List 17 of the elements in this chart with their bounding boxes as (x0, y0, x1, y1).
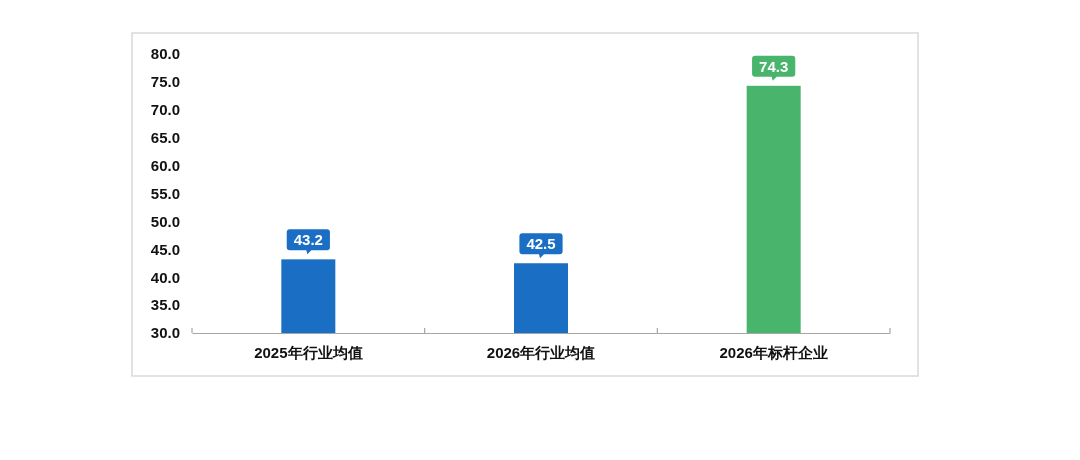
y-tick-label: 30.0 (150, 324, 180, 342)
y-tick-label: 45.0 (150, 240, 180, 258)
x-tick-label: 2026年标杆企业 (719, 343, 828, 361)
y-tick-label: 55.0 (150, 184, 180, 202)
y-tick-label: 50.0 (150, 212, 180, 230)
x-tick-label: 2025年行业均值 (254, 343, 363, 361)
y-tick-label: 65.0 (150, 129, 180, 146)
y-tick-label: 75.0 (150, 73, 180, 91)
data-label: 43.2 (293, 231, 323, 249)
y-tick-label: 70.0 (150, 101, 180, 119)
y-tick-label: 80.0 (150, 45, 180, 63)
data-label: 74.3 (759, 57, 789, 75)
y-tick-label: 35.0 (150, 296, 180, 314)
y-tick-label: 40.0 (150, 268, 180, 286)
y-tick-label: 60.0 (150, 156, 180, 174)
data-label: 42.5 (526, 235, 556, 253)
x-tick-label: 2026年行业均值 (486, 343, 596, 361)
